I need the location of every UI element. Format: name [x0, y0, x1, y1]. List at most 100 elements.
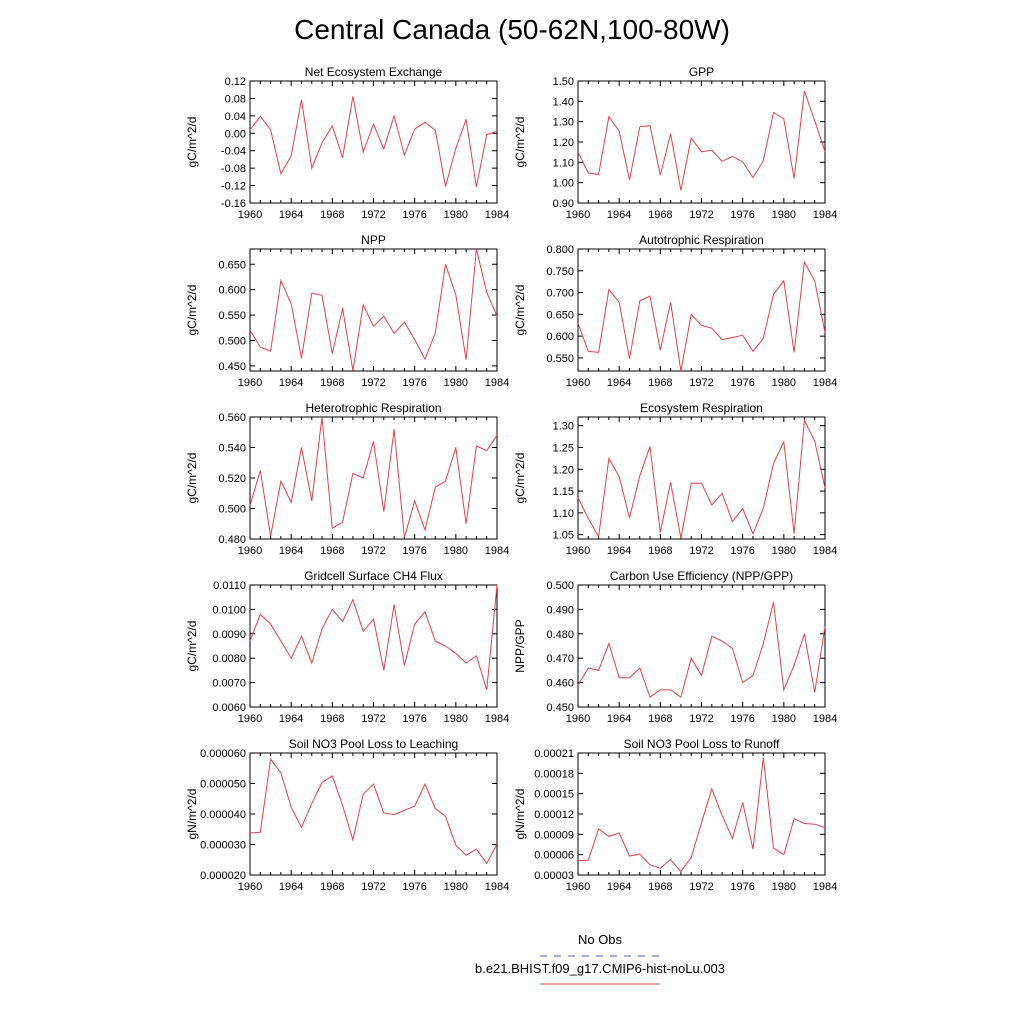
y-tick-label: 0.550 [546, 353, 574, 365]
x-tick-label: 1964 [607, 377, 631, 389]
x-tick-label: 1972 [361, 713, 385, 725]
plot-title: Heterotrophic Respiration [305, 401, 441, 415]
x-tick-label: 1984 [485, 713, 509, 725]
plot-title: NPP [361, 233, 386, 247]
x-tick-label: 1968 [648, 209, 672, 221]
plot-frame [249, 248, 498, 372]
x-tick-label: 1980 [444, 209, 468, 221]
y-tick-label: 0.470 [546, 653, 574, 665]
y-tick-label: 0.550 [218, 310, 246, 322]
x-tick-label: 1976 [402, 377, 426, 389]
y-tick-label: 1.10 [553, 157, 574, 169]
y-tick-label: 0.00018 [534, 768, 574, 780]
x-tick-label: 1980 [772, 209, 796, 221]
plot-title: Carbon Use Efficiency (NPP/GPP) [610, 569, 793, 583]
series-line [249, 96, 498, 187]
y-tick-label: 1.30 [553, 421, 574, 433]
y-tick-label: 0.480 [546, 629, 574, 641]
y-axis-label: gC/m^2/d [185, 621, 199, 672]
x-tick-label: 1972 [361, 377, 385, 389]
plot-panel: Heterotrophic Respiration gC/m^2/d 1960 196… [185, 401, 509, 557]
y-tick-label: 0.0100 [212, 604, 246, 616]
x-tick-label: 1984 [813, 209, 837, 221]
x-tick-label: 1980 [772, 545, 796, 557]
x-tick-label: 1964 [607, 545, 631, 557]
y-tick-label: 0.700 [546, 288, 574, 300]
plot-title: Ecosystem Respiration [640, 401, 763, 415]
x-tick-label: 1968 [648, 713, 672, 725]
y-axis-label: gN/m^2/d [185, 789, 199, 840]
x-tick-label: 1980 [444, 713, 468, 725]
plot-frame [249, 80, 498, 204]
x-tick-label: 1984 [485, 377, 509, 389]
y-axis-label: NPP/GPP [513, 619, 527, 672]
x-tick-label: 1984 [813, 881, 837, 893]
plot-panel: Gridcell Surface CH4 Flux gC/m^2/d 1960 196… [185, 569, 509, 725]
x-tick-label: 1984 [813, 545, 837, 557]
x-tick-label: 1972 [361, 545, 385, 557]
y-tick-label: 0.000020 [200, 870, 246, 882]
x-tick-label: 1972 [361, 209, 385, 221]
series-line [249, 416, 498, 538]
series-line [249, 584, 498, 691]
y-tick-label: 1.25 [553, 443, 574, 455]
x-tick-label: 1984 [485, 881, 509, 893]
y-tick-label: 0.650 [218, 259, 246, 271]
x-tick-label: 1968 [648, 377, 672, 389]
plot-title: Net Ecosystem Exchange [305, 65, 443, 79]
plot-title: Soil NO3 Pool Loss to Leaching [289, 737, 458, 751]
y-axis-label: gC/m^2/d [513, 285, 527, 336]
y-tick-label: 0.540 [218, 443, 246, 455]
y-tick-label: 0.0060 [212, 702, 246, 714]
x-tick-label: 1980 [772, 713, 796, 725]
x-tick-label: 1968 [320, 713, 344, 725]
x-tick-label: 1960 [566, 545, 590, 557]
y-tick-label: 0.800 [546, 244, 574, 256]
y-tick-label: 1.10 [553, 508, 574, 520]
x-tick-label: 1976 [730, 377, 754, 389]
plot-panel: Autotrophic Respiration gC/m^2/d 1960 1964 1… [513, 233, 837, 389]
plot-panel: Soil NO3 Pool Loss to Runoff gN/m^2/d 1960… [513, 737, 837, 893]
y-tick-label: 0.500 [218, 336, 246, 348]
y-axis-label: gC/m^2/d [185, 117, 199, 168]
y-tick-label: 0.650 [546, 309, 574, 321]
page-title: Central Canada (50-62N,100-80W) [294, 14, 730, 45]
y-tick-label: 0.08 [225, 93, 246, 105]
plot-panel: Soil NO3 Pool Loss to Leaching gN/m^2/d 19… [185, 737, 509, 893]
x-tick-label: 1964 [279, 209, 303, 221]
x-tick-label: 1960 [566, 377, 590, 389]
x-tick-label: 1972 [689, 881, 713, 893]
x-tick-label: 1964 [279, 713, 303, 725]
x-tick-label: 1976 [402, 545, 426, 557]
x-tick-label: 1968 [648, 881, 672, 893]
y-tick-label: 0.00006 [534, 850, 574, 862]
x-tick-label: 1976 [730, 545, 754, 557]
y-tick-label: -0.16 [221, 198, 246, 210]
y-tick-label: 0.00 [225, 128, 246, 140]
y-tick-label: 0.00015 [534, 789, 574, 801]
x-tick-label: 1964 [279, 545, 303, 557]
y-tick-label: 1.30 [553, 117, 574, 129]
x-tick-label: 1964 [279, 881, 303, 893]
x-tick-label: 1960 [238, 713, 262, 725]
plot-frame [249, 584, 498, 708]
plot-panel: NPP gC/m^2/d 1960 1964 1968 1972 1976 1980 1984 0… [185, 233, 509, 389]
x-tick-label: 1968 [320, 545, 344, 557]
x-tick-label: 1980 [444, 377, 468, 389]
x-tick-label: 1968 [648, 545, 672, 557]
y-tick-label: 0.450 [218, 361, 246, 373]
x-tick-label: 1960 [238, 377, 262, 389]
x-tick-label: 1972 [361, 881, 385, 893]
x-tick-label: 1960 [238, 209, 262, 221]
y-tick-label: 0.490 [546, 604, 574, 616]
x-tick-label: 1976 [402, 713, 426, 725]
y-tick-label: 0.600 [546, 331, 574, 343]
y-tick-label: 1.15 [553, 486, 574, 498]
plot-panel: Ecosystem Respiration gC/m^2/d 1960 1964 196… [513, 401, 837, 557]
x-tick-label: 1976 [730, 209, 754, 221]
series-line [577, 418, 826, 539]
y-tick-label: 0.500 [546, 580, 574, 592]
x-tick-label: 1972 [689, 713, 713, 725]
y-tick-label: 0.000030 [200, 840, 246, 852]
x-tick-label: 1980 [444, 545, 468, 557]
